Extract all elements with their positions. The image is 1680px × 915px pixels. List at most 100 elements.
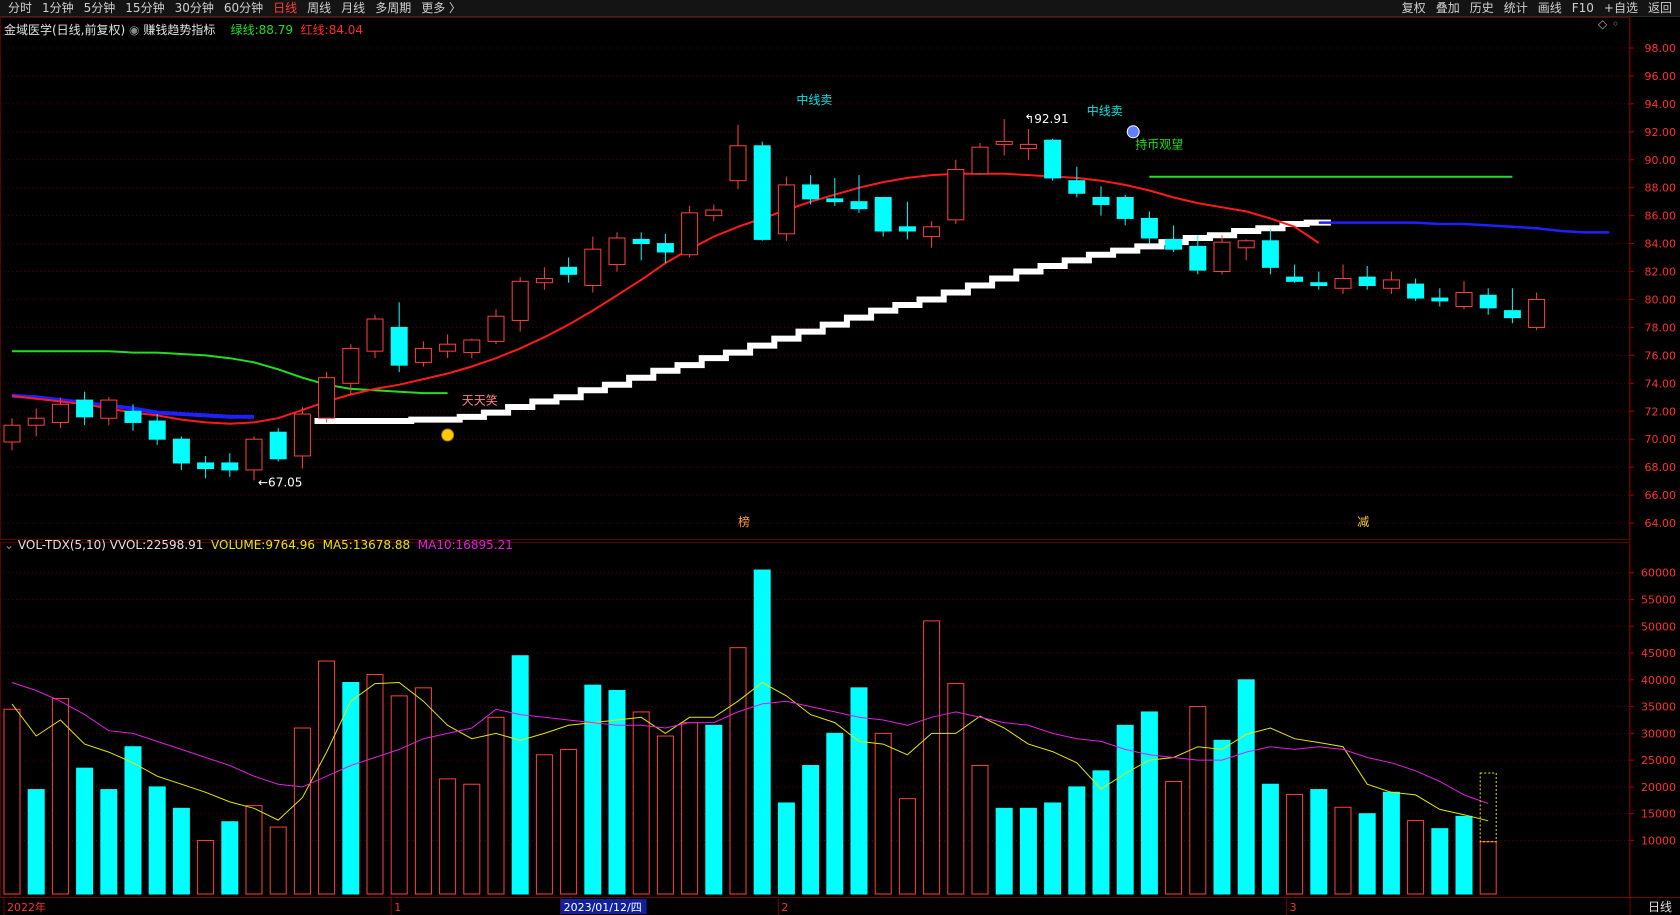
volume-bar[interactable] [414,687,432,895]
candle-body[interactable] [439,343,457,352]
volume-bar[interactable] [172,807,190,895]
period-tab-1[interactable]: 1分钟 [42,1,74,15]
volume-bar[interactable] [923,620,941,895]
candle-body[interactable] [221,462,239,471]
candle-body[interactable] [148,420,166,440]
candle-body[interactable] [27,417,45,426]
candle-body[interactable] [898,226,916,232]
volume-bar[interactable] [560,748,578,895]
candle-body[interactable] [656,243,674,253]
candle-body[interactable] [487,315,505,342]
period-tab-9[interactable]: 多周期 [375,1,412,15]
volume-bar[interactable] [1479,841,1497,895]
candle-body[interactable] [850,201,868,210]
candle-body[interactable] [1431,297,1449,302]
volume-bar[interactable] [1116,724,1134,895]
candle-body[interactable] [511,280,529,321]
candle-body[interactable] [1068,180,1086,194]
volume-bar[interactable] [1310,789,1328,895]
candle-body[interactable] [100,399,118,419]
period-tab-3[interactable]: 15分钟 [125,1,165,15]
indicator-toggle-icon[interactable]: ◉ [129,23,140,37]
candle-body[interactable] [1334,278,1352,289]
candle-body[interactable] [1528,298,1546,328]
volume-bar[interactable] [1407,820,1425,895]
volume-bar[interactable] [124,746,142,895]
bottom-period-tab[interactable]: 日线 [1647,900,1672,914]
candle-body[interactable] [777,184,795,235]
volume-bar[interactable] [318,660,336,895]
tool-button-5[interactable]: F10 [1571,1,1594,15]
volume-bar[interactable] [898,798,916,895]
candle-body[interactable] [76,399,94,418]
volume-bar[interactable] [535,754,553,895]
volume-bar[interactable] [1382,791,1400,895]
candle-body[interactable] [1165,238,1183,250]
candle-body[interactable] [995,141,1013,145]
candle-body[interactable] [753,145,771,240]
volume-bar[interactable] [487,716,505,895]
volume-bar[interactable] [390,695,408,895]
volume-bar[interactable] [995,807,1013,895]
volume-bar[interactable] [293,727,311,895]
candle-body[interactable] [535,278,553,284]
volume-bar[interactable] [463,783,481,895]
candle-body[interactable] [1310,282,1328,287]
candle-body[interactable] [1213,241,1231,273]
dot-icon[interactable]: ◦ [1612,17,1619,31]
stock-title[interactable]: 金域医学(日线,前复权) [4,23,126,37]
volume-bar[interactable] [632,711,650,895]
volume-bar[interactable] [439,778,457,895]
candle-body[interactable] [826,198,844,203]
volume-bar[interactable] [826,732,844,895]
candle-body[interactable] [124,410,142,423]
volume-bar[interactable] [1068,786,1086,895]
candle-body[interactable] [1382,279,1400,289]
candle-body[interactable] [1503,310,1521,319]
volume-bar[interactable] [850,687,868,895]
volume-bar[interactable] [342,681,360,895]
volume-bar[interactable] [269,826,287,895]
volume-indicator-name[interactable]: VOL-TDX(5,10) [17,538,106,552]
tool-button-0[interactable]: 复权 [1401,1,1426,15]
volume-bar[interactable] [1092,770,1110,895]
candle-body[interactable] [608,237,626,266]
volume-bar[interactable] [245,805,263,895]
candle-body[interactable] [1092,196,1110,205]
candle-body[interactable] [971,146,989,175]
volume-bar[interactable] [76,767,94,895]
candle-body[interactable] [197,462,215,470]
candle-body[interactable] [584,248,602,287]
candle-body[interactable] [172,438,190,464]
candle-body[interactable] [1140,217,1158,239]
volume-bar[interactable] [1286,793,1304,895]
candle-body[interactable] [318,377,336,419]
kline-chart[interactable]: 64.00 66.00 68.00 70.00 72.00 74.00 76.00 78.00… [0,17,1680,915]
tool-button-1[interactable]: 叠加 [1435,1,1460,15]
volume-bar[interactable] [777,802,795,895]
candle-body[interactable] [1479,294,1497,309]
volume-bar[interactable] [874,732,892,895]
candle-body[interactable] [1116,196,1134,219]
tool-button-4[interactable]: 画线 [1537,1,1562,15]
reduce-marker[interactable]: 减 [1357,515,1369,529]
billboard-marker[interactable]: 榜 [738,514,750,529]
candle-body[interactable] [245,438,263,471]
volume-bar[interactable] [148,786,166,895]
tool-button-2[interactable]: 历史 [1469,1,1494,15]
candle-body[interactable] [1189,245,1207,271]
volume-bar[interactable] [1165,781,1183,895]
candle-body[interactable] [390,326,408,366]
volume-bar[interactable] [1237,679,1255,895]
candle-body[interactable] [366,318,384,352]
volume-bar[interactable] [753,569,771,895]
volume-bar[interactable] [511,655,529,895]
tool-button-6[interactable]: +自选 [1603,1,1638,15]
volume-bar[interactable] [802,764,820,895]
candle-body[interactable] [342,347,360,384]
volume-bar[interactable] [656,735,674,895]
period-tab-7[interactable]: 周线 [307,1,332,15]
period-tab-0[interactable]: 分时 [8,1,33,15]
volume-bar[interactable] [3,708,21,895]
volume-bar[interactable] [947,683,965,895]
